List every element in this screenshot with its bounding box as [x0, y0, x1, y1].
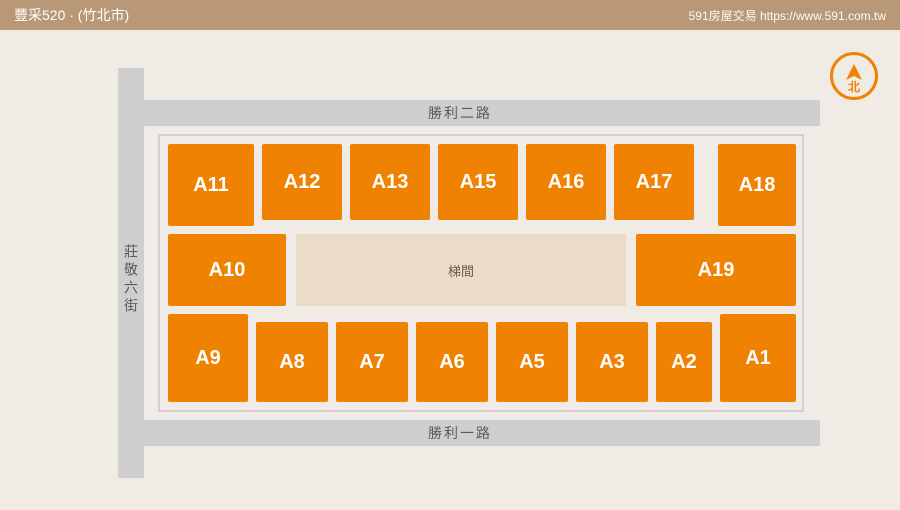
- unit-label: A15: [460, 171, 497, 194]
- unit-label: A11: [193, 174, 229, 197]
- unit-label: A8: [279, 351, 305, 374]
- unit-a9[interactable]: A9: [168, 314, 248, 402]
- road-bottom-label: 勝利一路: [400, 423, 520, 443]
- unit-a8[interactable]: A8: [256, 322, 328, 402]
- unit-label: A1: [745, 347, 771, 370]
- unit-label: A7: [359, 351, 385, 374]
- compass-north-icon: 北: [830, 52, 878, 100]
- stairwell-area: 梯間: [296, 234, 626, 306]
- unit-a5[interactable]: A5: [496, 322, 568, 402]
- unit-label: A13: [372, 171, 409, 194]
- unit-label: A6: [439, 351, 465, 374]
- unit-a1[interactable]: A1: [720, 314, 796, 402]
- unit-a12[interactable]: A12: [262, 144, 342, 220]
- stairwell-label: 梯間: [448, 261, 474, 280]
- unit-a13[interactable]: A13: [350, 144, 430, 220]
- unit-label: A16: [548, 171, 585, 194]
- unit-label: A12: [284, 171, 321, 194]
- unit-a17[interactable]: A17: [614, 144, 694, 220]
- unit-label: A17: [636, 171, 673, 194]
- unit-a16[interactable]: A16: [526, 144, 606, 220]
- road-left-label: 莊敬六街: [120, 230, 142, 330]
- unit-a7[interactable]: A7: [336, 322, 408, 402]
- unit-a2[interactable]: A2: [656, 322, 712, 402]
- compass-label: 北: [848, 78, 860, 95]
- header-bar: 豐采520 · (竹北市) 591房屋交易 https://www.591.co…: [0, 0, 900, 30]
- unit-a19[interactable]: A19: [636, 234, 796, 306]
- unit-a18[interactable]: A18: [718, 144, 796, 226]
- unit-a11[interactable]: A11: [168, 144, 254, 226]
- unit-a6[interactable]: A6: [416, 322, 488, 402]
- unit-label: A9: [195, 347, 221, 370]
- unit-label: A18: [739, 174, 776, 197]
- unit-label: A2: [671, 351, 697, 374]
- unit-a15[interactable]: A15: [438, 144, 518, 220]
- unit-label: A19: [698, 259, 735, 282]
- unit-label: A10: [209, 259, 246, 282]
- header-title: 豐采520 · (竹北市): [14, 5, 129, 25]
- header-source: 591房屋交易 https://www.591.com.tw: [689, 7, 886, 24]
- unit-a10[interactable]: A10: [168, 234, 286, 306]
- road-top-label: 勝利二路: [400, 103, 520, 123]
- unit-label: A5: [519, 351, 545, 374]
- unit-label: A3: [599, 351, 625, 374]
- unit-a3[interactable]: A3: [576, 322, 648, 402]
